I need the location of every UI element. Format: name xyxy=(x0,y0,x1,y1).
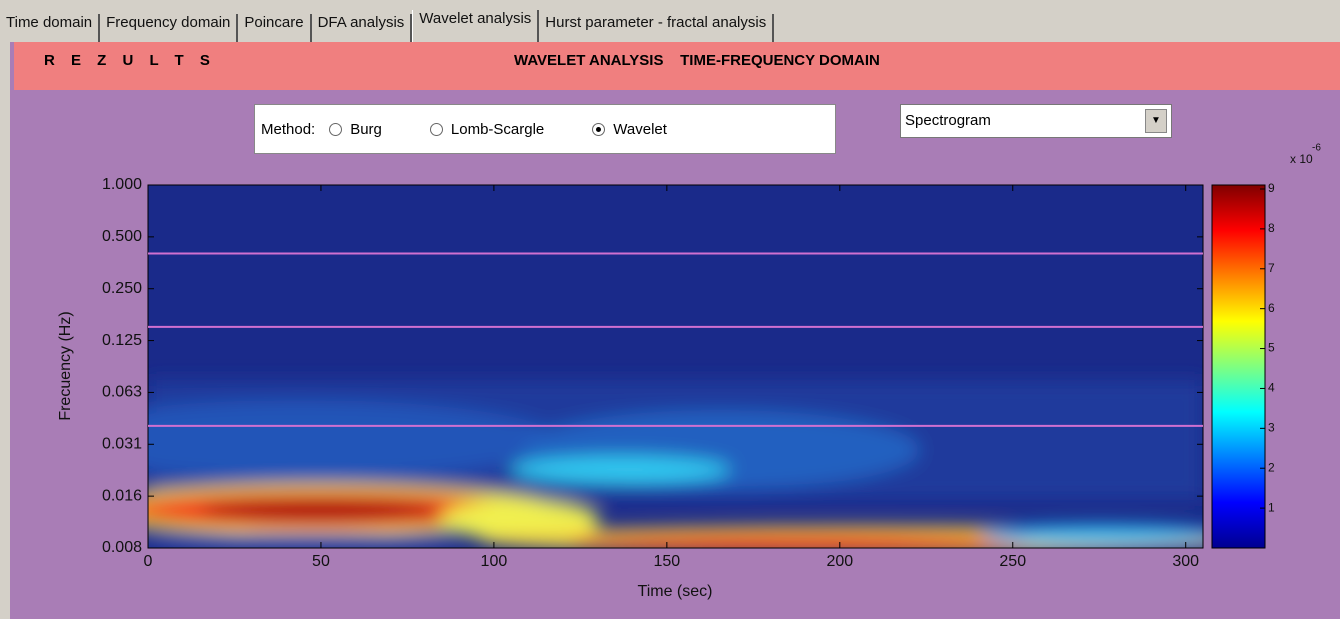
x-tick-label: 250 xyxy=(999,553,1026,570)
radio-label: Lomb-Scargle xyxy=(450,120,545,138)
y-tick-label: 0.250 xyxy=(102,280,142,297)
y-axis-label: Frecuency (Hz) xyxy=(57,311,74,420)
colorbar-tick-label: 1 xyxy=(1268,500,1275,514)
tab[interactable]: Hurst parameter - fractal analysis xyxy=(539,14,775,42)
colorbar xyxy=(1211,184,1266,549)
colorbar-tick-label: 8 xyxy=(1268,221,1275,235)
tab[interactable]: Time domain xyxy=(0,14,101,42)
radio-label: Wavelet xyxy=(613,120,667,138)
dropdown-value: Spectrogram xyxy=(905,112,991,129)
view-dropdown[interactable]: Spectrogram ▼ xyxy=(900,104,1172,138)
colorbar-exponent: -6 xyxy=(1312,143,1321,154)
colorbar-tick-label: 3 xyxy=(1268,421,1275,435)
radio-button[interactable] xyxy=(592,122,606,136)
radio-button[interactable] xyxy=(329,122,343,136)
dropdown-arrow[interactable]: ▼ xyxy=(1145,109,1167,133)
heatmap xyxy=(148,185,1203,548)
window-edge xyxy=(0,42,10,619)
method-group: Method: Burg Lomb-Scargle Wavelet xyxy=(254,104,836,154)
x-tick-label: 50 xyxy=(312,553,330,570)
colorbar-tick-label: 9 xyxy=(1268,181,1275,195)
tab-bar: Time domain Frequency domain Poincare DFA a… xyxy=(0,0,1340,42)
tab[interactable]: Frequency domain xyxy=(100,14,239,42)
y-tick-label: 0.063 xyxy=(102,384,142,401)
header-subtitle: WAVELET ANALYSIS TIME-FREQUENCY DOMAIN xyxy=(514,52,880,69)
colorbar-tick-label: 6 xyxy=(1268,301,1275,315)
radio-option[interactable]: Wavelet xyxy=(592,121,667,138)
tab[interactable]: DFA analysis xyxy=(312,14,413,42)
x-axis-label: Time (sec) xyxy=(638,583,713,600)
y-tick-label: 0.008 xyxy=(102,539,142,556)
tab[interactable]: Poincare xyxy=(238,14,312,42)
plot-frame xyxy=(147,184,1204,549)
method-label: Method: xyxy=(261,120,316,138)
radio-label: Burg xyxy=(350,120,382,138)
y-tick-label: 0.016 xyxy=(102,487,142,504)
radio-option[interactable]: Lomb-Scargle xyxy=(429,120,545,138)
radio-button[interactable] xyxy=(429,122,443,136)
y-tick-label: 1.000 xyxy=(102,176,142,193)
x-tick-label: 300 xyxy=(1172,553,1199,570)
colorbar-tick-label: 7 xyxy=(1268,261,1275,275)
y-tick-label: 0.125 xyxy=(102,332,142,349)
colorbar-tick-label: 2 xyxy=(1268,460,1275,474)
tab[interactable]: Wavelet analysis xyxy=(412,10,540,42)
header-title: R E Z U L T S xyxy=(44,52,216,69)
colorbar-tick-label: 5 xyxy=(1268,341,1275,355)
y-tick-label: 0.500 xyxy=(102,228,142,245)
x-tick-label: 150 xyxy=(654,553,681,570)
x-tick-label: 0 xyxy=(144,553,153,570)
colorbar-multiplier: x 10 xyxy=(1290,152,1313,166)
colorbar-tick-label: 4 xyxy=(1268,381,1275,395)
x-tick-label: 200 xyxy=(826,553,853,570)
x-tick-label: 100 xyxy=(481,553,508,570)
radio-option[interactable]: Burg xyxy=(329,121,382,138)
results-header: R E Z U L T S WAVELET ANALYSIS TIME-FREQ… xyxy=(14,42,1340,90)
y-tick-label: 0.031 xyxy=(102,436,142,453)
